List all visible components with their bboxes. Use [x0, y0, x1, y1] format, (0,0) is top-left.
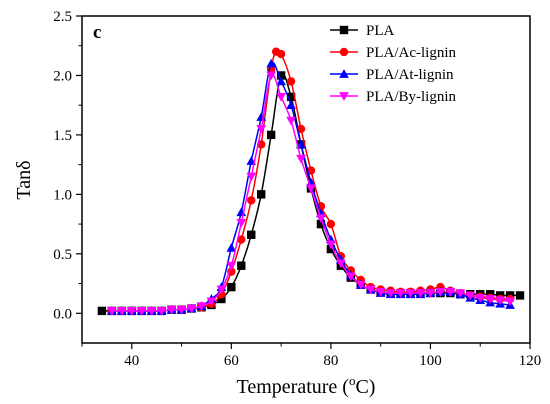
- data-point: [296, 124, 306, 134]
- data-point: [395, 289, 406, 298]
- y-tick-label-2: 1.0: [53, 187, 72, 203]
- data-point: [375, 288, 386, 297]
- y-tick-label-3: 1.5: [53, 128, 72, 144]
- x-tick-label-120: 120: [519, 353, 542, 369]
- data-point: [126, 307, 137, 316]
- data-point: [217, 294, 226, 304]
- data-point: [246, 172, 257, 182]
- data-point: [286, 100, 296, 110]
- y-tick-label-5: 2.5: [53, 9, 72, 25]
- data-point: [425, 289, 436, 298]
- data-point: [286, 77, 296, 86]
- data-point: [316, 219, 326, 229]
- data-point: [296, 154, 306, 164]
- data-point: [226, 243, 237, 252]
- data-point: [156, 307, 167, 316]
- data-point: [505, 297, 515, 307]
- legend-marker-0: [339, 25, 349, 35]
- axis-ticks: 40 60 80 100 120 0.0 0.5 1.0 1.5 2.0 2.5: [53, 9, 541, 369]
- data-point: [306, 177, 316, 187]
- data-point: [475, 293, 486, 303]
- data-point: [465, 291, 476, 301]
- data-point: [116, 307, 127, 316]
- data-point: [236, 219, 247, 228]
- data-point: [336, 259, 346, 269]
- data-point: [196, 302, 207, 311]
- data-point: [345, 272, 356, 282]
- data-point: [227, 282, 236, 292]
- data-point: [136, 307, 147, 316]
- legend-marker-1: [339, 47, 349, 57]
- data-point: [405, 289, 416, 298]
- data-point: [266, 71, 276, 81]
- legend: PLA PLA/Ac-lignin PLA/At-lignin PLA/By-lign…: [330, 23, 457, 105]
- data-point: [216, 285, 227, 295]
- data-point: [326, 219, 336, 229]
- data-point: [247, 196, 256, 205]
- data-point: [415, 289, 426, 298]
- data-point: [257, 190, 266, 199]
- data-point: [256, 125, 267, 134]
- x-tick-label-80: 80: [323, 353, 338, 369]
- series-3: [107, 71, 515, 316]
- data-point: [276, 92, 286, 102]
- y-tick-label-4: 2.0: [53, 68, 72, 84]
- data-point: [316, 214, 326, 223]
- x-axis-label-text: Temperature (: [237, 376, 350, 398]
- data-point: [326, 240, 336, 250]
- data-point: [247, 230, 256, 239]
- data-point: [296, 139, 306, 149]
- y-tick-label-0: 0.0: [53, 306, 72, 322]
- data-point: [355, 280, 366, 290]
- legend-marker-3: [339, 92, 349, 101]
- plot-frame: [81, 15, 531, 344]
- data-point: [286, 116, 296, 126]
- x-axis-label: Temperature (oC): [237, 373, 376, 398]
- data-point: [97, 306, 107, 316]
- x-axis-label-degree: o: [349, 373, 356, 388]
- data-point: [455, 289, 466, 298]
- data-point: [176, 305, 187, 315]
- data-point: [485, 295, 496, 304]
- x-tick-label-100: 100: [419, 353, 442, 369]
- data-point: [435, 288, 446, 297]
- x-axis-label-unit: C): [355, 376, 375, 398]
- data-point: [146, 307, 157, 316]
- data-point: [306, 184, 316, 194]
- plot-area: [97, 47, 525, 316]
- legend-label-2: PLA/At-lignin: [366, 67, 454, 83]
- data-point: [226, 261, 237, 271]
- data-point: [107, 307, 117, 316]
- data-point: [276, 76, 286, 86]
- legend-marker-2: [339, 69, 349, 78]
- data-point: [276, 49, 286, 59]
- data-point: [166, 305, 177, 315]
- legend-label-3: PLA/By-lignin: [366, 89, 457, 105]
- data-point: [266, 58, 276, 68]
- data-point: [237, 261, 246, 270]
- data-point: [495, 296, 505, 306]
- data-point: [286, 92, 296, 102]
- y-tick-label-1: 0.5: [53, 247, 72, 263]
- data-point: [186, 304, 197, 314]
- legend-label-0: PLA: [366, 23, 395, 39]
- x-tick-label-60: 60: [224, 353, 239, 369]
- x-tick-label-40: 40: [124, 353, 139, 369]
- data-point: [206, 297, 217, 307]
- data-point: [385, 289, 396, 298]
- data-point: [365, 285, 376, 295]
- legend-label-1: PLA/Ac-lignin: [366, 45, 456, 61]
- panel-label: c: [93, 22, 101, 43]
- data-point: [276, 71, 286, 80]
- data-point: [515, 291, 525, 300]
- data-point: [266, 130, 276, 140]
- y-axis-label: Tanδ: [13, 160, 35, 199]
- data-point: [237, 235, 246, 244]
- data-point: [445, 288, 456, 297]
